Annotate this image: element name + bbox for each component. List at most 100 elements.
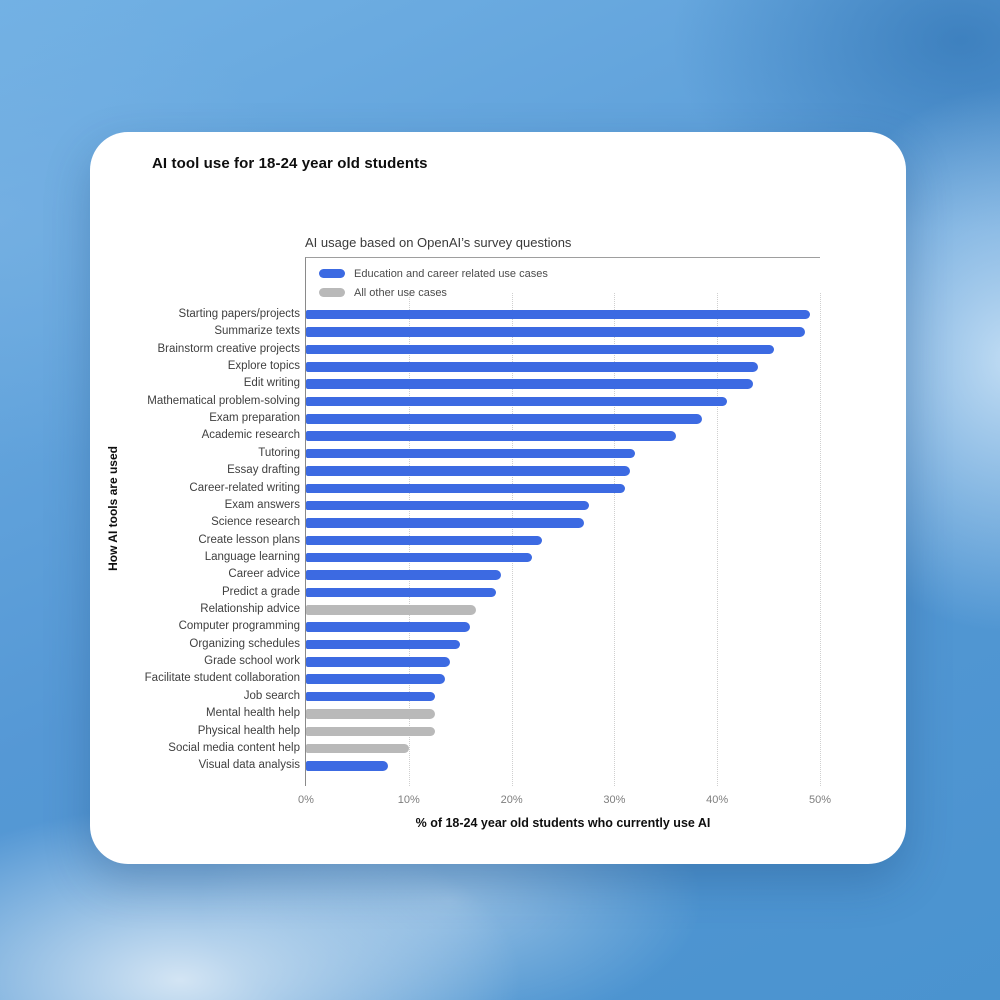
bar-row: Mathematical problem-solving bbox=[147, 393, 820, 410]
bar-row: Create lesson plans bbox=[198, 532, 820, 549]
legend-swatch-other bbox=[319, 287, 345, 298]
category-label: Predict a grade bbox=[222, 585, 300, 598]
bar bbox=[306, 483, 625, 494]
bar-row: Organizing schedules bbox=[189, 636, 820, 653]
bar bbox=[306, 691, 435, 702]
bar bbox=[306, 309, 810, 320]
chart-card: AI tool use for 18-24 year old students … bbox=[90, 132, 906, 864]
bar-row: Starting papers/projects bbox=[179, 306, 820, 323]
gridline bbox=[614, 293, 616, 786]
bar bbox=[306, 587, 497, 598]
bar bbox=[306, 518, 584, 528]
bar-row: Predict a grade bbox=[222, 584, 820, 601]
bar bbox=[306, 396, 728, 407]
category-label: Summarize texts bbox=[214, 325, 300, 338]
bar bbox=[306, 605, 476, 615]
bar-row: Tutoring bbox=[258, 445, 820, 462]
x-axis-label: % of 18-24 year old students who current… bbox=[415, 816, 711, 830]
category-label: Exam preparation bbox=[209, 412, 300, 425]
x-tick-label: 30% bbox=[603, 794, 626, 806]
bar bbox=[306, 535, 543, 546]
x-tick-label: 0% bbox=[298, 794, 314, 806]
category-label: Physical health help bbox=[197, 724, 300, 737]
bar bbox=[306, 362, 759, 372]
x-tick-label: 50% bbox=[808, 794, 832, 806]
bar bbox=[306, 657, 450, 667]
bar-row: Academic research bbox=[202, 428, 820, 445]
gridline bbox=[717, 293, 719, 786]
bar-row: Explore topics bbox=[228, 358, 820, 375]
legend-swatch-education bbox=[319, 268, 345, 279]
bar bbox=[306, 743, 409, 754]
bar-row: Language learning bbox=[205, 549, 820, 566]
x-tick-label: 40% bbox=[706, 794, 729, 806]
bar bbox=[306, 674, 445, 684]
category-label: Tutoring bbox=[258, 446, 300, 459]
bar-row: Career-related writing bbox=[189, 480, 820, 497]
bar bbox=[306, 552, 533, 563]
bar-row: Science research bbox=[211, 514, 820, 531]
bar bbox=[306, 761, 389, 771]
category-label: Career advice bbox=[228, 568, 300, 581]
category-label: Mathematical problem-solving bbox=[147, 394, 300, 407]
bar bbox=[306, 379, 754, 389]
category-label: Edit writing bbox=[243, 377, 300, 390]
bar bbox=[306, 414, 702, 424]
category-label: Create lesson plans bbox=[198, 533, 300, 546]
bar-row: Facilitate student collaboration bbox=[145, 671, 820, 688]
legend: Education and career related use cases A… bbox=[319, 264, 548, 302]
bar-row: Career advice bbox=[228, 566, 820, 583]
bar bbox=[306, 500, 589, 511]
category-label: Organizing schedules bbox=[189, 637, 300, 650]
category-label: Mental health help bbox=[206, 707, 300, 720]
legend-label-other: All other use cases bbox=[354, 286, 447, 299]
chart-subtitle: AI usage based on OpenAI’s survey questi… bbox=[305, 235, 572, 250]
bar bbox=[306, 622, 471, 632]
bar bbox=[306, 327, 805, 337]
bar bbox=[306, 431, 677, 441]
category-label: Essay drafting bbox=[227, 464, 300, 477]
bar-row: Essay drafting bbox=[227, 462, 820, 479]
category-label: Science research bbox=[211, 516, 300, 529]
legend-item-other: All other use cases bbox=[319, 283, 548, 302]
bar-row: Visual data analysis bbox=[199, 757, 820, 774]
bar-row: Brainstorm creative projects bbox=[157, 341, 820, 358]
category-label: Visual data analysis bbox=[198, 759, 300, 772]
category-label: Grade school work bbox=[204, 655, 300, 668]
bar-row: Relationship advice bbox=[200, 601, 820, 618]
bar bbox=[306, 639, 461, 650]
bar-row: Grade school work bbox=[204, 653, 820, 670]
bar-row: Summarize texts bbox=[214, 323, 820, 340]
bar bbox=[306, 570, 502, 580]
category-label: Starting papers/projects bbox=[178, 307, 300, 320]
plot-area: Education and career related use cases A… bbox=[145, 257, 831, 830]
bar-row: Exam answers bbox=[225, 497, 820, 514]
category-label: Career-related writing bbox=[189, 481, 300, 494]
legend-label-education: Education and career related use cases bbox=[354, 267, 548, 280]
category-label: Job search bbox=[243, 689, 300, 702]
bar-row: Job search bbox=[244, 688, 820, 705]
bar bbox=[306, 344, 774, 355]
bar-row: Computer programming bbox=[179, 618, 820, 635]
bar-row: Mental health help bbox=[206, 705, 820, 722]
chart-title: AI tool use for 18-24 year old students bbox=[152, 155, 428, 172]
x-tick-label: 10% bbox=[397, 794, 420, 806]
bar bbox=[306, 466, 630, 476]
bars-container: Starting papers/projects Summarize texts B… bbox=[145, 306, 820, 775]
category-label: Exam answers bbox=[224, 498, 300, 511]
bar-row: Physical health help bbox=[198, 723, 820, 740]
category-label: Language learning bbox=[204, 550, 300, 563]
bar bbox=[306, 448, 635, 459]
bar-row: Social media content help bbox=[168, 740, 820, 757]
category-label: Social media content help bbox=[168, 741, 300, 754]
category-label: Facilitate student collaboration bbox=[144, 672, 300, 685]
x-tick-label: 20% bbox=[500, 794, 523, 806]
category-label: Relationship advice bbox=[200, 603, 300, 616]
category-label: Computer programming bbox=[178, 620, 300, 633]
bar-row: Edit writing bbox=[244, 375, 820, 392]
bar bbox=[306, 709, 435, 719]
category-label: Academic research bbox=[201, 429, 300, 442]
category-label: Brainstorm creative projects bbox=[157, 342, 300, 355]
bar bbox=[306, 726, 435, 737]
